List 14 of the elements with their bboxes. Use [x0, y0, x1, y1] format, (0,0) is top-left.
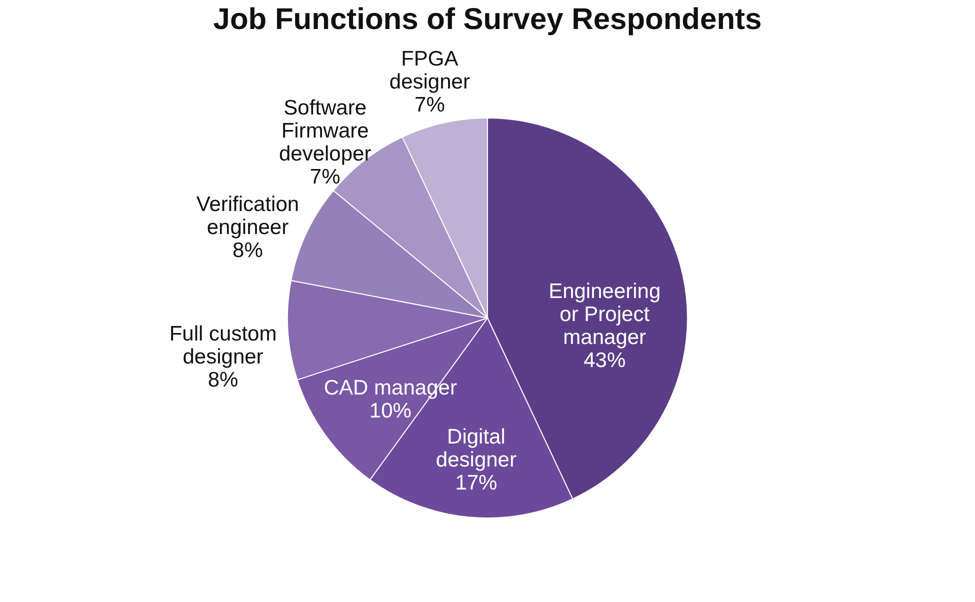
slice-label: Software Firmware developer: [278, 96, 372, 166]
slice-label: Verification engineer: [196, 193, 300, 240]
data-label: 17%: [455, 471, 498, 494]
data-label: 43%: [584, 348, 626, 372]
chart-title: Job Functions of Survey Respondents: [213, 3, 762, 36]
data-label: 7%: [414, 93, 445, 116]
slice-label: Full custom designer: [169, 322, 277, 369]
slice-label: Engineering or Project manager: [548, 280, 661, 349]
data-label: 8%: [208, 368, 238, 392]
data-label: 10%: [369, 400, 412, 423]
slice-label: Digital designer: [436, 425, 516, 472]
data-label: 7%: [310, 166, 340, 189]
data-label: 8%: [232, 239, 263, 262]
slice-label: FPGA designer: [389, 47, 470, 94]
